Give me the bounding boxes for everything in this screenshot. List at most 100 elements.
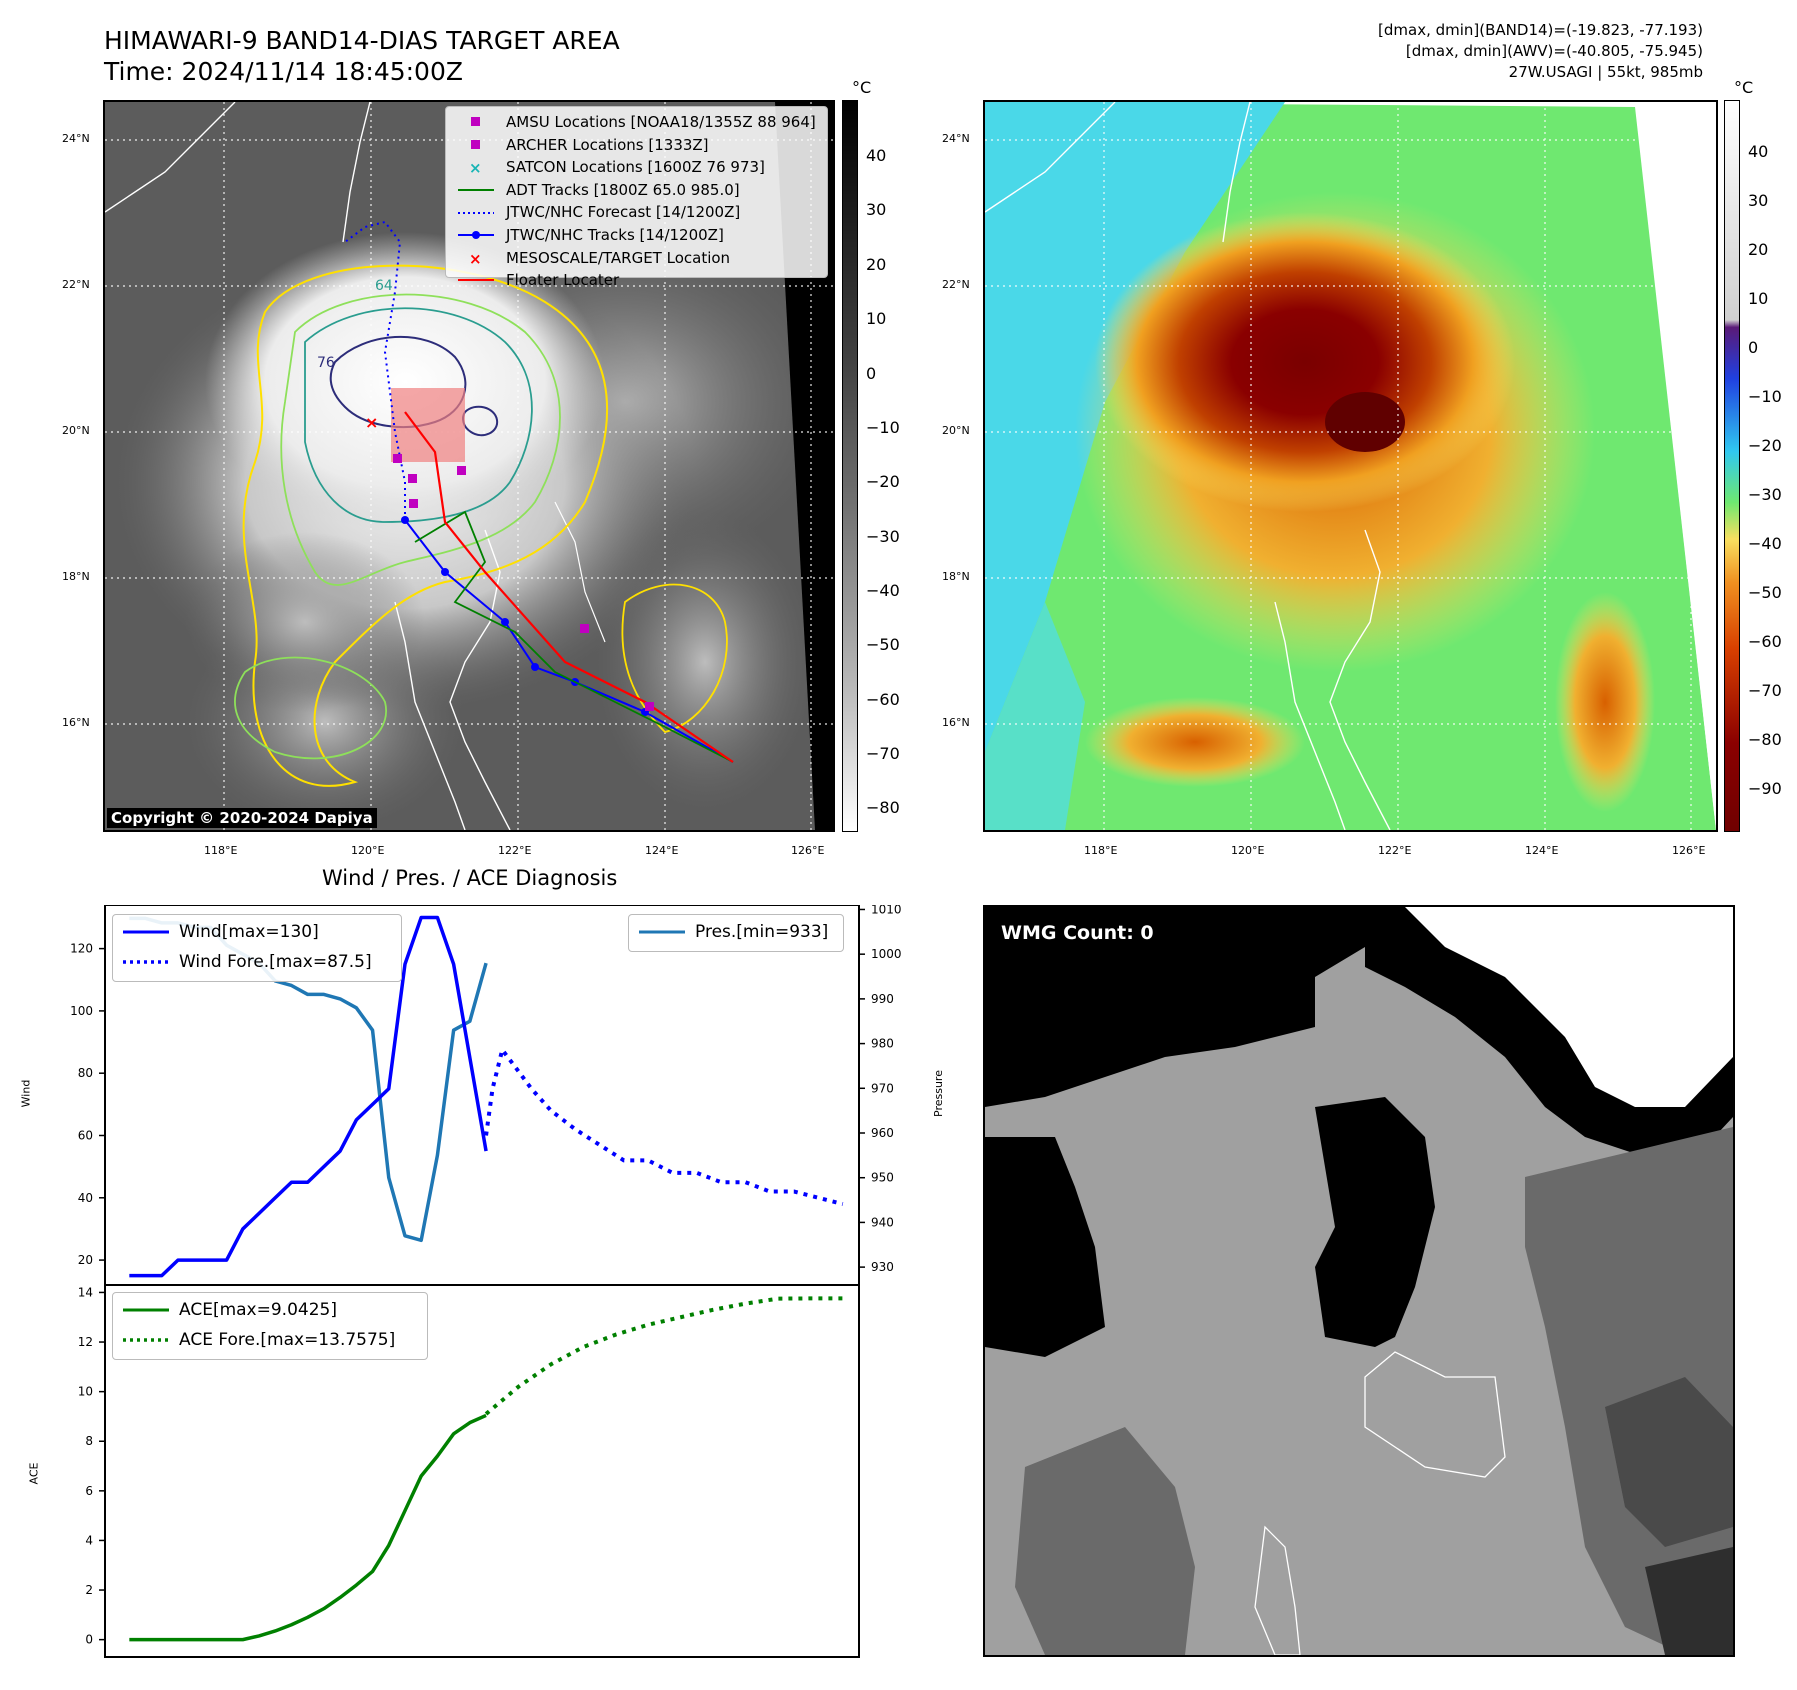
legend-label: Floater Locater	[506, 271, 620, 290]
lon-label: 126°E	[1672, 844, 1706, 857]
adt-track	[414, 510, 734, 763]
pressure-axis-label: Pressure	[931, 1070, 945, 1117]
ir-colorbar-unit: °C	[852, 78, 872, 97]
ace-tick-label: 10	[78, 1385, 93, 1399]
ir-colorbar	[842, 100, 858, 832]
ace-tick-label: 2	[85, 1583, 93, 1597]
square-marker-icon	[471, 139, 480, 149]
legend-label: AMSU Locations [NOAA18/1355Z 88 964]	[506, 113, 816, 131]
target-area-box	[391, 388, 465, 462]
pressure-tick-label: 950	[871, 1171, 894, 1185]
legend-item-ace-forecast: ACE Fore.[max=13.7575]	[121, 1325, 419, 1355]
line-marker-icon	[458, 279, 494, 282]
diagnosis-title: Wind / Pres. / ACE Diagnosis	[322, 866, 618, 890]
x-marker-icon: ×	[469, 250, 482, 268]
square-marker-icon	[471, 117, 480, 127]
legend-label: ARCHER Locations [1333Z]	[506, 135, 709, 154]
awv-map-image	[985, 102, 1716, 830]
colorbar-tick: 20	[1748, 240, 1769, 259]
svg-text:×: ×	[469, 250, 482, 268]
ir-map-panel: 64 76 × AMSU Locations [NOAA18/1355Z 88	[103, 100, 835, 832]
lat-label: 16°N	[942, 716, 970, 729]
ir-legend: AMSU Locations [NOAA18/1355Z 88 964] ARC…	[445, 106, 828, 289]
contour-label-64: 64	[375, 278, 393, 294]
wind-legend: Wind[max=130] Wind Fore.[max=87.5]	[112, 914, 402, 982]
mesoscale-target-marker: ×	[365, 413, 378, 432]
legend-label: Wind Fore.[max=87.5]	[179, 952, 372, 972]
amsu-location-marker	[408, 474, 417, 483]
wind-tick-label: 60	[78, 1128, 93, 1142]
lon-label: 126°E	[791, 844, 825, 857]
pressure-legend: Pres.[min=933]	[628, 914, 844, 952]
legend-label: ACE Fore.[max=13.7575]	[179, 1330, 396, 1350]
legend-item-pressure: Pres.[min=933]	[637, 917, 835, 947]
wind-tick-label: 40	[78, 1191, 93, 1205]
legend-item-floater: Floater Locater	[456, 269, 819, 292]
legend-item-mesoscale: × MESOSCALE/TARGET Location	[456, 247, 819, 270]
ace-legend: ACE[max=9.0425] ACE Fore.[max=13.7575]	[112, 1292, 428, 1360]
legend-label: ADT Tracks [1800Z 65.0 985.0]	[506, 180, 740, 199]
pressure-tick-label: 940	[871, 1215, 894, 1229]
legend-item-amsu: AMSU Locations [NOAA18/1355Z 88 964]	[456, 111, 819, 134]
ace-tick-label: 6	[85, 1484, 93, 1498]
lon-label: 124°E	[1525, 844, 1559, 857]
wmg-panel: WMG Count: 0	[983, 905, 1735, 1657]
wind-forecast-series-line	[484, 1047, 844, 1206]
line-marker-icon	[123, 1308, 169, 1312]
legend-item-jtwc-tracks: JTWC/NHC Tracks [14/1200Z]	[456, 224, 819, 247]
jtwc-forecast-track	[344, 220, 406, 520]
colorbar-tick: 0	[866, 364, 877, 383]
colorbar-tick: −40	[866, 581, 900, 600]
legend-label: JTWC/NHC Tracks [14/1200Z]	[506, 225, 724, 244]
colorbar-tick: 30	[1748, 191, 1769, 210]
wind-tick-label: 120	[70, 942, 93, 956]
colorbar-tick: −50	[1748, 583, 1782, 602]
ace-plot-frame	[104, 1284, 860, 1658]
colorbar-tick: 40	[1748, 142, 1769, 161]
colorbar-tick: 20	[866, 255, 887, 274]
lat-label: 16°N	[62, 716, 90, 729]
x-marker-icon: ×	[469, 159, 482, 177]
lat-label: 22°N	[62, 278, 90, 291]
info-band14-range: [dmax, dmin](BAND14)=(-19.823, -77.193)	[1378, 21, 1703, 39]
legend-item-ace: ACE[max=9.0425]	[121, 1295, 419, 1325]
pressure-tick-label: 1000	[871, 947, 902, 961]
colorbar-tick: 40	[866, 146, 887, 165]
colorbar-tick: −20	[866, 472, 900, 491]
lon-label: 118°E	[1084, 844, 1118, 857]
legend-item-satcon: × SATCON Locations [1600Z 76 973]	[456, 156, 819, 179]
colorbar-tick: −50	[866, 635, 900, 654]
lon-label: 122°E	[1378, 844, 1412, 857]
colorbar-tick: 10	[1748, 289, 1769, 308]
colorbar-tick: −10	[1748, 387, 1782, 406]
legend-item-archer: ARCHER Locations [1333Z]	[456, 134, 819, 157]
lat-label: 20°N	[62, 424, 90, 437]
wmg-image	[985, 907, 1733, 1655]
dotted-line-icon	[458, 211, 494, 214]
line-marker-icon	[639, 930, 685, 934]
colorbar-tick: −60	[1748, 632, 1782, 651]
colorbar-tick: −90	[1748, 779, 1782, 798]
pressure-tick-label: 980	[871, 1037, 894, 1051]
archer-location-marker	[393, 454, 402, 463]
line-marker-icon	[458, 189, 494, 192]
dotted-line-icon	[123, 1338, 169, 1342]
wmg-count-badge: WMG Count: 0	[995, 919, 1160, 947]
colorbar-tick: −80	[1748, 730, 1782, 749]
legend-label: JTWC/NHC Forecast [14/1200Z]	[506, 203, 741, 222]
pressure-tick-label: 990	[871, 992, 894, 1006]
svg-text:×: ×	[469, 159, 482, 177]
ace-forecast-series-line	[484, 1296, 843, 1416]
ace-tick-label: 4	[85, 1533, 93, 1547]
legend-label: MESOSCALE/TARGET Location	[506, 248, 731, 267]
lon-label: 120°E	[351, 844, 385, 857]
ace-tick-label: 12	[78, 1335, 93, 1349]
lon-label: 118°E	[204, 844, 238, 857]
lon-label: 122°E	[498, 844, 532, 857]
colorbar-tick: −60	[866, 690, 900, 709]
colorbar-tick: −40	[1748, 534, 1782, 553]
awv-colorbar-unit: °C	[1734, 78, 1754, 97]
colorbar-tick: −20	[1748, 436, 1782, 455]
ace-tick-label: 14	[78, 1285, 93, 1299]
lat-label: 22°N	[942, 278, 970, 291]
